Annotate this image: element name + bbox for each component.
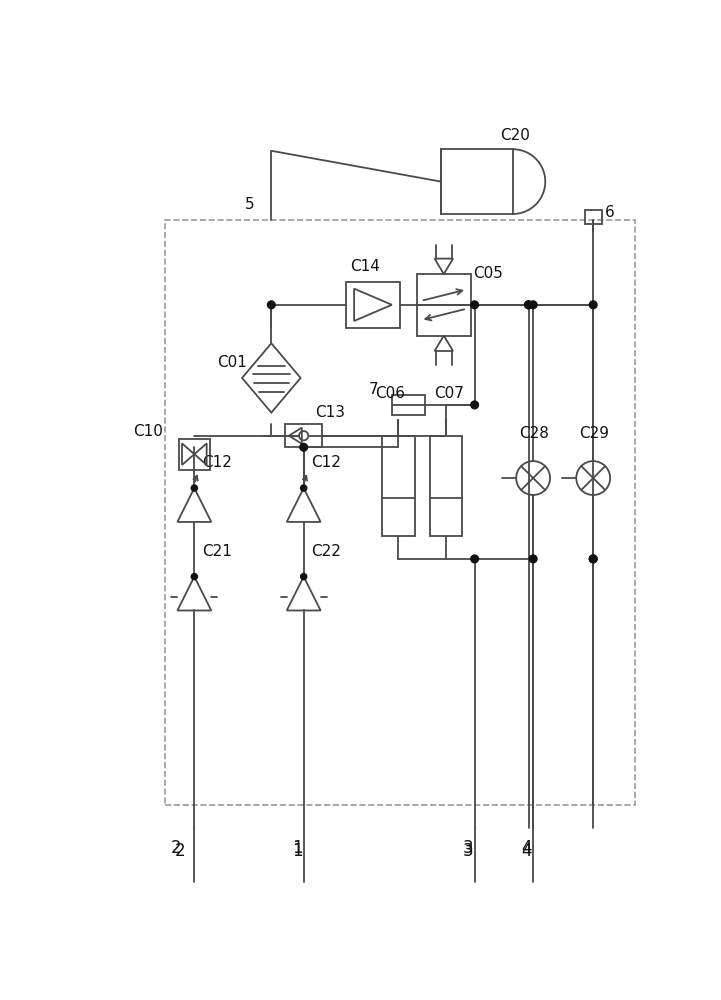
Bar bbox=[382, 436, 415, 536]
Bar bbox=[417, 274, 471, 305]
Text: 6: 6 bbox=[605, 205, 614, 220]
Text: C29: C29 bbox=[580, 426, 609, 441]
Text: C07: C07 bbox=[435, 386, 464, 401]
Text: C20: C20 bbox=[500, 128, 530, 143]
Text: 3: 3 bbox=[463, 839, 474, 857]
Text: 2: 2 bbox=[175, 842, 186, 860]
Circle shape bbox=[525, 301, 532, 309]
Text: C22: C22 bbox=[311, 544, 341, 559]
Text: 7: 7 bbox=[369, 382, 379, 397]
Text: C13: C13 bbox=[315, 405, 345, 420]
Text: C10: C10 bbox=[133, 424, 163, 439]
Text: C21: C21 bbox=[202, 544, 232, 559]
Text: 4: 4 bbox=[521, 839, 532, 857]
Text: 5: 5 bbox=[244, 197, 254, 212]
Bar bbox=[430, 436, 462, 536]
Text: 1: 1 bbox=[292, 842, 303, 860]
Bar bbox=[392, 395, 425, 415]
Bar bbox=[585, 210, 601, 224]
Bar bbox=[165, 220, 634, 805]
Circle shape bbox=[300, 443, 308, 451]
Circle shape bbox=[529, 301, 537, 309]
Bar bbox=[179, 439, 210, 470]
Circle shape bbox=[471, 301, 479, 309]
Circle shape bbox=[589, 555, 597, 563]
Bar bbox=[417, 305, 471, 336]
Circle shape bbox=[525, 301, 532, 309]
Text: C28: C28 bbox=[519, 426, 549, 441]
Bar bbox=[346, 282, 400, 328]
Circle shape bbox=[191, 574, 198, 580]
Circle shape bbox=[301, 485, 306, 491]
Text: C14: C14 bbox=[350, 259, 380, 274]
Circle shape bbox=[529, 555, 537, 563]
Circle shape bbox=[471, 401, 479, 409]
Text: 2: 2 bbox=[172, 839, 182, 857]
Circle shape bbox=[589, 555, 597, 563]
Circle shape bbox=[301, 574, 306, 580]
Circle shape bbox=[299, 431, 309, 440]
Circle shape bbox=[267, 301, 275, 309]
Text: 3: 3 bbox=[463, 842, 474, 860]
Text: C12: C12 bbox=[311, 455, 341, 470]
Text: C05: C05 bbox=[473, 266, 503, 282]
Text: C06: C06 bbox=[376, 386, 405, 401]
Text: 1: 1 bbox=[292, 839, 303, 857]
Text: C01: C01 bbox=[218, 355, 247, 370]
Bar bbox=[286, 424, 322, 447]
Text: 4: 4 bbox=[521, 842, 532, 860]
Bar bbox=[441, 149, 513, 214]
Text: C12: C12 bbox=[202, 455, 232, 470]
Circle shape bbox=[471, 555, 479, 563]
Circle shape bbox=[191, 485, 198, 491]
Circle shape bbox=[589, 301, 597, 309]
